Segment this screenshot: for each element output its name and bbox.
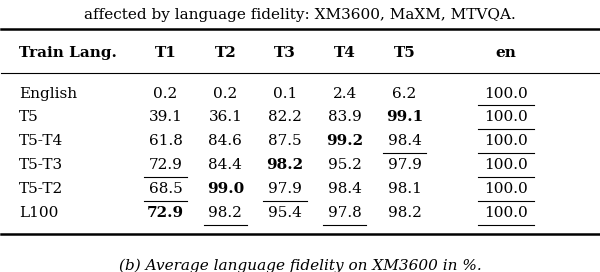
Text: 84.4: 84.4 xyxy=(208,158,242,172)
Text: 100.0: 100.0 xyxy=(484,134,528,148)
Text: 6.2: 6.2 xyxy=(392,86,416,101)
Text: 98.2: 98.2 xyxy=(208,206,242,220)
Text: 98.1: 98.1 xyxy=(388,182,421,196)
Text: 84.6: 84.6 xyxy=(208,134,242,148)
Text: Train Lang.: Train Lang. xyxy=(19,46,117,60)
Text: 83.9: 83.9 xyxy=(328,110,362,125)
Text: T5: T5 xyxy=(19,110,39,125)
Text: 87.5: 87.5 xyxy=(268,134,302,148)
Text: T4: T4 xyxy=(334,46,356,60)
Text: 100.0: 100.0 xyxy=(484,206,528,220)
Text: T5: T5 xyxy=(394,46,415,60)
Text: 98.4: 98.4 xyxy=(388,134,421,148)
Text: 97.8: 97.8 xyxy=(328,206,362,220)
Text: 97.9: 97.9 xyxy=(388,158,421,172)
Text: 0.2: 0.2 xyxy=(154,86,178,101)
Text: en: en xyxy=(496,46,517,60)
Text: 82.2: 82.2 xyxy=(268,110,302,125)
Text: 72.9: 72.9 xyxy=(149,158,182,172)
Text: 95.2: 95.2 xyxy=(328,158,362,172)
Text: 95.4: 95.4 xyxy=(268,206,302,220)
Text: 99.1: 99.1 xyxy=(386,110,423,125)
Text: 98.4: 98.4 xyxy=(328,182,362,196)
Text: L100: L100 xyxy=(19,206,59,220)
Text: T1: T1 xyxy=(155,46,176,60)
Text: T2: T2 xyxy=(214,46,236,60)
Text: 100.0: 100.0 xyxy=(484,86,528,101)
Text: T3: T3 xyxy=(274,46,296,60)
Text: T5-T4: T5-T4 xyxy=(19,134,64,148)
Text: 39.1: 39.1 xyxy=(149,110,182,125)
Text: 99.2: 99.2 xyxy=(326,134,364,148)
Text: 100.0: 100.0 xyxy=(484,158,528,172)
Text: 99.0: 99.0 xyxy=(207,182,244,196)
Text: English: English xyxy=(19,86,77,101)
Text: T5-T3: T5-T3 xyxy=(19,158,64,172)
Text: affected by language fidelity: XM3600, MaXM, MTVQA.: affected by language fidelity: XM3600, M… xyxy=(84,8,516,22)
Text: 98.2: 98.2 xyxy=(266,158,304,172)
Text: 0.1: 0.1 xyxy=(273,86,297,101)
Text: 72.9: 72.9 xyxy=(147,206,184,220)
Text: 36.1: 36.1 xyxy=(208,110,242,125)
Text: 98.2: 98.2 xyxy=(388,206,421,220)
Text: T5-T2: T5-T2 xyxy=(19,182,64,196)
Text: (b) Average language fidelity on XM3600 in %.: (b) Average language fidelity on XM3600 … xyxy=(119,259,481,272)
Text: 2.4: 2.4 xyxy=(332,86,357,101)
Text: 61.8: 61.8 xyxy=(149,134,182,148)
Text: 100.0: 100.0 xyxy=(484,182,528,196)
Text: 0.2: 0.2 xyxy=(213,86,238,101)
Text: 97.9: 97.9 xyxy=(268,182,302,196)
Text: 68.5: 68.5 xyxy=(149,182,182,196)
Text: 100.0: 100.0 xyxy=(484,110,528,125)
